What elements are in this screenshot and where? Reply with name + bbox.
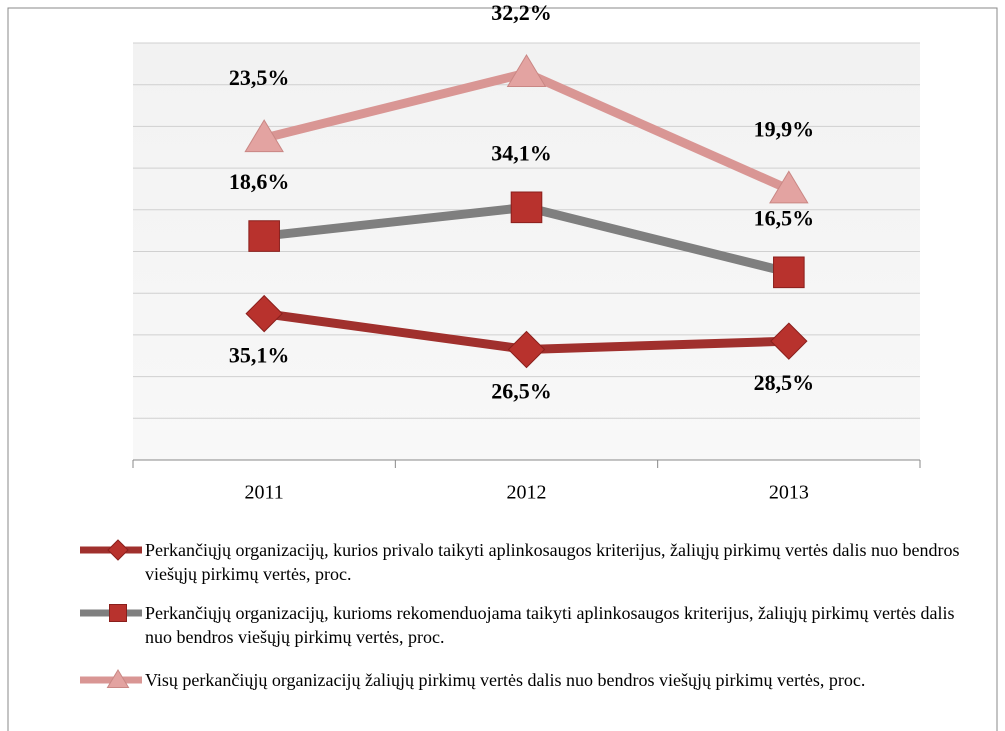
marker [769,170,809,204]
marker [773,256,805,289]
frame [7,7,998,731]
legend-marker [107,539,129,561]
data-label: 26,5% [491,379,552,404]
data-label: 18,6% [229,169,290,194]
marker [244,119,284,153]
marker [507,330,546,369]
marker [245,294,283,333]
data-label: 28,5% [754,370,815,395]
marker [506,54,547,88]
data-label: 23,5% [229,65,290,90]
data-label: 32,2% [491,0,552,25]
data-label: 34,1% [491,140,552,165]
legend-label: Perkančiųjų organizacijų, kurios privalo… [145,540,960,584]
x-tick-label: 2013 [769,482,809,504]
marker [770,322,808,360]
marker [510,191,543,224]
legend-marker [109,604,127,622]
legend-label: Perkančiųjų organizacijų, kurioms rekome… [145,603,955,647]
marker [248,220,280,252]
data-label: 35,1% [229,343,290,368]
legend-label: Visų perkančiųjų organizacijų žaliųjų pi… [145,670,866,690]
x-tick-label: 2012 [507,482,547,504]
data-label: 19,9% [754,116,815,141]
legend-marker [106,669,130,688]
data-label: 16,5% [754,205,815,230]
x-tick-label: 2011 [245,482,284,504]
